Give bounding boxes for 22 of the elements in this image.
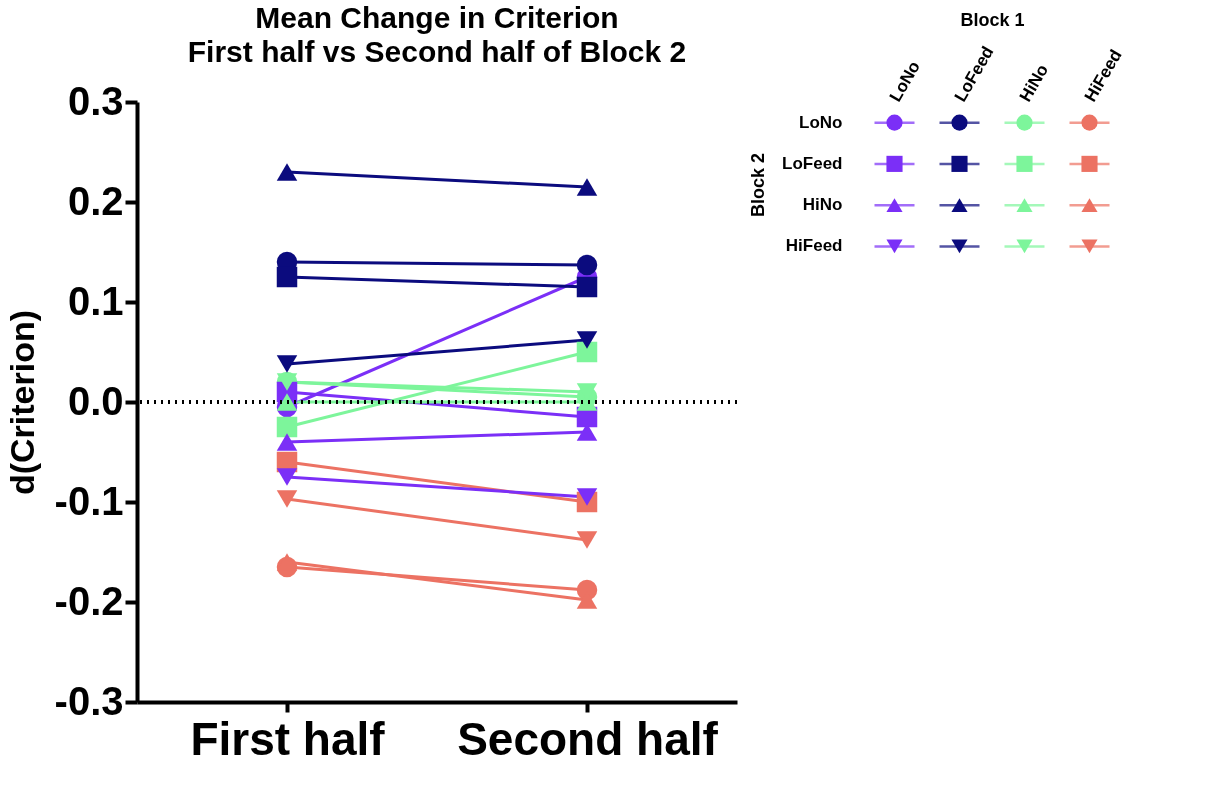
- y-tick-label: -0.1: [54, 478, 124, 523]
- y-tick-label: 0.3: [67, 78, 124, 123]
- y-tick-label: -0.2: [54, 578, 124, 623]
- text: Block 2: [748, 152, 769, 218]
- y-tick-label: 0.2: [67, 178, 124, 223]
- y-tick-label: -0.3: [54, 678, 124, 723]
- point: [576, 276, 598, 298]
- text: Block 1: [960, 9, 1025, 30]
- chart-subtitle: First half vs Second half of Block 2: [187, 35, 687, 68]
- x-tick-label: Second half: [457, 712, 719, 765]
- point: [276, 416, 298, 438]
- chart-title: Mean Change in Criterion: [255, 1, 619, 34]
- category-label: HiNo: [802, 195, 843, 215]
- y-axis-title: d(Criterion): [2, 309, 41, 496]
- category-label: LoFeed: [782, 153, 843, 173]
- point: [576, 254, 598, 276]
- category-label: LoNo: [799, 112, 843, 132]
- category-label: HiFeed: [785, 236, 843, 256]
- point: [276, 266, 298, 288]
- y-tick-label: 0.1: [67, 278, 124, 323]
- y-tick-label: 0.0: [67, 378, 124, 423]
- x-tick-label: First half: [190, 712, 386, 765]
